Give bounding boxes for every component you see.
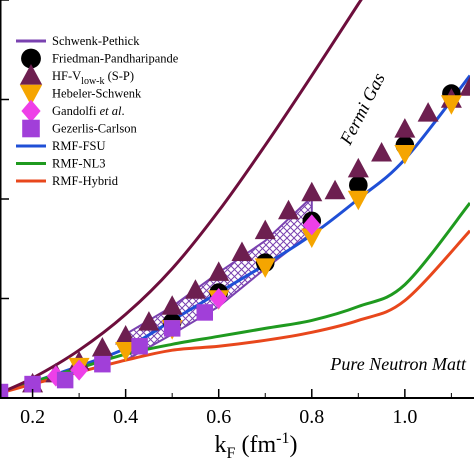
gezerlis-carlson-point <box>56 371 74 389</box>
legend-swatch <box>21 48 41 69</box>
annotation-fermi-gas: Fermi Gas <box>335 70 388 149</box>
legend-label: RMF-NL3 <box>52 157 105 171</box>
gezerlis-carlson-point <box>94 355 111 373</box>
legend-swatch <box>22 119 40 138</box>
legend-entry-hf-v-low-k-s-p: HF-Vlow-k (S-P) <box>19 64 134 87</box>
hf-v-low-k-s-p-point <box>324 179 346 200</box>
legend-entry-rmf-fsu: RMF-FSU <box>16 139 106 153</box>
hebeler-schwenk-point <box>440 95 462 115</box>
hf-v-low-k-s-p-point <box>231 241 253 261</box>
legend-label: RMF-Hybrid <box>52 174 119 188</box>
legend-swatch <box>19 84 43 106</box>
hf-v-low-k-s-p-point <box>301 181 323 202</box>
hebeler-schwenk-point <box>394 144 416 165</box>
hf-v-low-k-s-p-point <box>115 325 137 345</box>
legend-entry-hebeler-schwenk: Hebeler-Schwenk <box>19 84 142 106</box>
hebeler-schwenk-point <box>115 341 137 362</box>
annotations: Fermi Gas Pure Neutron Matt <box>329 70 467 374</box>
hebeler-schwenk-point <box>301 228 323 249</box>
hf-v-low-k-s-p-point <box>138 311 160 331</box>
hf-v-low-k-s-p-point <box>278 199 300 220</box>
hf-v-low-k-s-p-point <box>394 118 416 138</box>
gezerlis-carlson-point <box>163 320 181 337</box>
hf-v-low-k-s-p-point <box>254 219 276 240</box>
gandolfi-et-al-point <box>70 359 89 381</box>
hebeler-schwenk-point <box>254 258 276 278</box>
legend-entry-gezerlis-carlson: Gezerlis-Carlson <box>22 119 137 138</box>
hf-v-low-k-s-p-point <box>91 337 113 357</box>
fermi-gas-line <box>0 0 363 395</box>
x-tick-label: 0.2 <box>20 406 45 428</box>
rmf-nl3-line <box>0 202 470 395</box>
hf-v-low-k-s-p-point <box>459 76 470 96</box>
legend: Schwenk-Pethick Friedman-Pandharipande HF-… <box>16 34 179 188</box>
x-tick-label: 0.8 <box>299 406 324 428</box>
friedman-pandharipande-point <box>349 175 368 195</box>
legend-label: HF-Vlow-k (S-P) <box>52 69 134 87</box>
legend-entry-rmf-nl3: RMF-NL3 <box>16 157 105 171</box>
hf-v-low-k-s-p-point <box>347 157 369 178</box>
hebeler-schwenk-point <box>347 190 369 211</box>
legend-label: RMF-FSU <box>52 139 106 153</box>
legend-label: Schwenk-Pethick <box>52 34 140 48</box>
legend-swatch <box>21 99 41 123</box>
gandolfi-et-al-point <box>209 288 228 309</box>
gezerlis-carlson-point <box>24 375 41 393</box>
x-tick-label: 0.6 <box>206 406 231 428</box>
annotation-pure-neutron-matt: Pure Neutron Matt <box>329 354 467 374</box>
hf-v-low-k-s-p-point <box>417 102 439 122</box>
gezerlis-carlson-point <box>131 338 148 355</box>
legend-swatch <box>19 64 43 85</box>
hf-v-low-k-s-p-point <box>371 141 393 162</box>
gandolfi-et-al-point <box>302 214 321 236</box>
legend-entry-friedman-pandharipande: Friedman-Pandharipande <box>21 48 179 69</box>
legend-entry-schwenk-pethick: Schwenk-Pethick <box>16 34 140 48</box>
legend-entry-gandolfi-et-al: Gandolfi et al. <box>21 99 125 123</box>
gezerlis-carlson-point <box>196 304 214 321</box>
legend-label: Gandolfi et al. <box>52 104 125 118</box>
x-tick-label: 0.4 <box>113 406 138 428</box>
hf-v-low-k-s-p-point <box>184 279 206 299</box>
gezerlis-carlson-point <box>0 383 9 398</box>
x-axis-label: kF (fm-1) <box>215 430 298 462</box>
axes: 0.2 0.4 0.6 0.8 1.0 kF (fm-1) <box>0 0 474 462</box>
x-tick-label: 1.0 <box>392 406 417 428</box>
legend-entry-rmf-hybrid: RMF-Hybrid <box>16 174 119 188</box>
legend-label: Friedman-Pandharipande <box>52 52 179 66</box>
legend-label: Gezerlis-Carlson <box>52 122 137 136</box>
plot-area <box>0 0 470 398</box>
hf-v-low-k-s-p-point <box>161 295 183 315</box>
legend-label: Hebeler-Schwenk <box>52 87 142 101</box>
hf-v-low-k-s-p-point <box>208 261 230 281</box>
